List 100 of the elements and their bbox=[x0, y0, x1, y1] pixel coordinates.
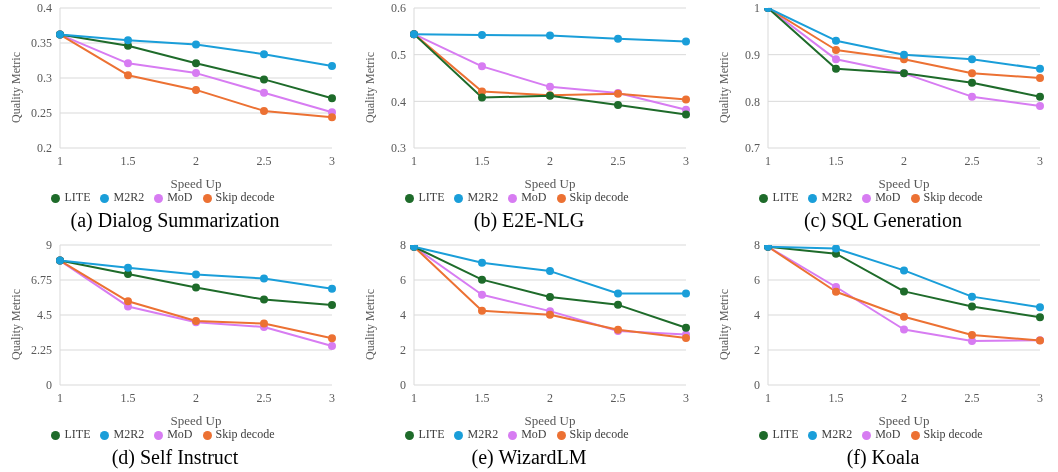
text: (d) Self Instruct bbox=[110, 446, 240, 469]
x-tick-label: 1.5 bbox=[474, 390, 490, 405]
point bbox=[900, 266, 908, 275]
point bbox=[478, 31, 486, 40]
legend-label: LITE bbox=[418, 427, 445, 441]
y-axis-title: Quality Metric bbox=[9, 289, 24, 360]
y-tick-label: 0.8 bbox=[745, 94, 760, 109]
y-tick-label: 0 bbox=[400, 378, 406, 393]
y-tick-label: 0.25 bbox=[31, 106, 52, 121]
point bbox=[124, 297, 132, 306]
text: (e) WizardLM bbox=[470, 446, 588, 469]
y-tick-label: 8 bbox=[754, 238, 760, 253]
point bbox=[900, 325, 908, 334]
y-axis-title: Quality Metric bbox=[717, 52, 732, 123]
x-tick-label: 2 bbox=[193, 390, 199, 405]
y-tick-label: 6 bbox=[400, 273, 406, 288]
point bbox=[546, 292, 554, 301]
point bbox=[614, 300, 622, 309]
point bbox=[900, 50, 908, 59]
y-tick-label: 0.2 bbox=[37, 141, 52, 156]
y-tick-label: 0.6 bbox=[391, 1, 406, 16]
point bbox=[968, 302, 976, 311]
y-tick-label: 2 bbox=[754, 343, 760, 358]
legend-label: M2R2 bbox=[821, 427, 853, 441]
x-axis-title: Speed Up bbox=[170, 176, 222, 191]
y-axis-title: Quality Metric bbox=[9, 52, 24, 123]
point bbox=[832, 46, 840, 54]
point bbox=[124, 263, 132, 272]
point bbox=[328, 284, 336, 293]
legend-label: M2R2 bbox=[821, 190, 853, 204]
point bbox=[478, 275, 486, 284]
point bbox=[900, 287, 908, 296]
x-tick-label: 3 bbox=[683, 390, 689, 405]
point bbox=[124, 36, 132, 45]
point bbox=[614, 289, 622, 298]
x-tick-label: 1.5 bbox=[828, 390, 844, 405]
point bbox=[192, 59, 200, 68]
point bbox=[832, 55, 840, 64]
y-tick-label: 8 bbox=[400, 238, 406, 253]
legend-label: Skip decode bbox=[215, 427, 275, 441]
point bbox=[682, 289, 690, 298]
point bbox=[1036, 74, 1044, 82]
x-tick-label: 2 bbox=[193, 153, 199, 168]
point bbox=[968, 337, 976, 346]
point bbox=[1036, 313, 1044, 322]
y-tick-label: 0.4 bbox=[391, 94, 406, 109]
legend-label: MoD bbox=[167, 190, 193, 204]
legend-label: LITE bbox=[772, 190, 799, 204]
point bbox=[682, 334, 690, 343]
y-tick-label: 4 bbox=[754, 308, 760, 323]
legend-label: Skip decode bbox=[569, 427, 629, 441]
point bbox=[478, 87, 486, 96]
point bbox=[546, 82, 554, 91]
point bbox=[192, 85, 200, 94]
x-axis-title: Speed Up bbox=[524, 176, 576, 191]
point bbox=[478, 93, 486, 102]
x-tick-label: 2.5 bbox=[256, 390, 272, 405]
y-tick-label: 0 bbox=[46, 378, 52, 393]
x-tick-label: 2 bbox=[901, 390, 907, 405]
x-tick-label: 1 bbox=[57, 153, 63, 168]
point bbox=[832, 245, 840, 253]
legend-label: MoD bbox=[875, 427, 901, 441]
x-tick-label: 1.5 bbox=[120, 153, 136, 168]
x-tick-label: 3 bbox=[329, 390, 335, 405]
y-tick-label: 0.9 bbox=[745, 47, 760, 62]
point bbox=[260, 106, 268, 115]
legend-label: MoD bbox=[875, 190, 901, 204]
x-tick-label: 2.5 bbox=[610, 390, 626, 405]
legend-label: LITE bbox=[418, 190, 445, 204]
x-tick-label: 1.5 bbox=[474, 153, 490, 168]
x-tick-label: 1.5 bbox=[120, 390, 136, 405]
legend-label: LITE bbox=[772, 427, 799, 441]
y-tick-label: 0.5 bbox=[391, 47, 406, 62]
x-axis-title: Speed Up bbox=[524, 413, 576, 428]
y-tick-label: 6 bbox=[754, 273, 760, 288]
point bbox=[682, 37, 690, 46]
point bbox=[968, 78, 976, 87]
point bbox=[832, 36, 840, 45]
point bbox=[614, 101, 622, 110]
x-tick-label: 3 bbox=[329, 153, 335, 168]
x-tick-label: 1.5 bbox=[828, 153, 844, 168]
point bbox=[968, 69, 976, 78]
x-tick-label: 2.5 bbox=[964, 390, 980, 405]
x-axis-title: Speed Up bbox=[170, 413, 222, 428]
legend-label: Skip decode bbox=[923, 427, 983, 441]
y-tick-label: 4 bbox=[400, 308, 406, 323]
point bbox=[328, 341, 336, 350]
point bbox=[478, 62, 486, 71]
point bbox=[260, 295, 268, 304]
x-tick-label: 2.5 bbox=[964, 153, 980, 168]
point bbox=[260, 50, 268, 59]
point bbox=[328, 301, 336, 310]
y-tick-label: 0.4 bbox=[37, 1, 52, 16]
x-tick-label: 2 bbox=[901, 153, 907, 168]
point bbox=[682, 95, 690, 104]
point bbox=[1036, 102, 1044, 110]
x-tick-label: 1 bbox=[411, 153, 417, 168]
point bbox=[260, 274, 268, 283]
point bbox=[124, 59, 132, 68]
x-tick-label: 2.5 bbox=[610, 153, 626, 168]
